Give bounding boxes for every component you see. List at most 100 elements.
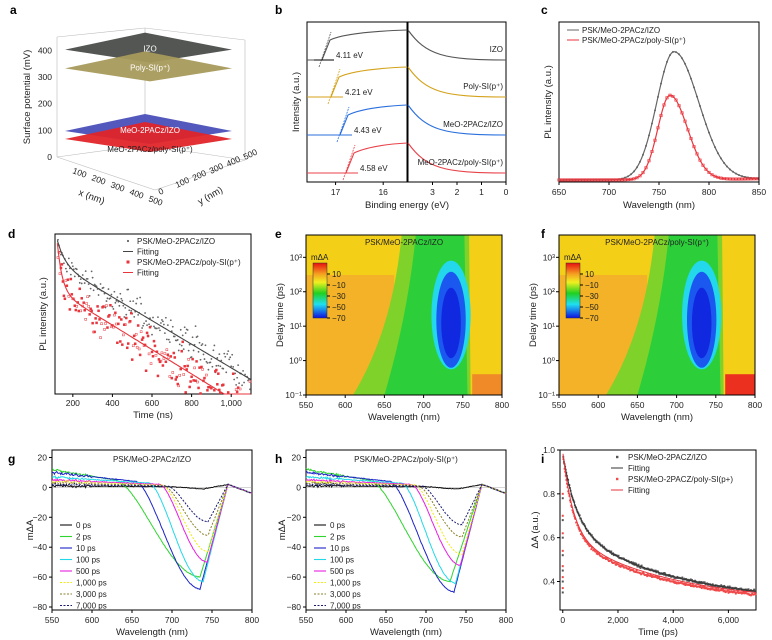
data-point xyxy=(98,318,101,321)
data-point xyxy=(738,174,740,177)
data-point xyxy=(563,178,567,182)
data-point xyxy=(596,178,600,182)
data-point xyxy=(591,546,594,549)
data-point xyxy=(180,344,183,347)
data-point xyxy=(135,302,138,305)
data-point xyxy=(623,178,627,182)
ta-spectrum-line xyxy=(51,482,253,523)
data-point xyxy=(728,587,731,590)
data-point xyxy=(617,178,621,182)
data-point xyxy=(235,390,239,394)
data-point xyxy=(668,93,672,97)
data-point xyxy=(117,322,120,326)
data-point xyxy=(209,361,212,364)
data-point xyxy=(243,381,245,384)
data-point xyxy=(598,552,601,555)
data-point xyxy=(740,177,744,181)
heatmap-title: PSK/MeO-2PACz/IZO xyxy=(365,238,443,247)
data-point xyxy=(614,561,616,564)
data-point xyxy=(722,588,724,591)
x-tick-label: 550 xyxy=(299,615,313,625)
data-point xyxy=(94,317,97,320)
data-point xyxy=(584,540,587,542)
y-axis-label: Delay time (ps) xyxy=(275,283,286,347)
cutoff-energy-label: 4.43 eV xyxy=(354,126,382,135)
colorbar-label: mΔA xyxy=(311,253,329,262)
data-point xyxy=(693,86,695,89)
data-point xyxy=(705,123,707,126)
x-tick-label: 750 xyxy=(652,187,666,197)
data-point xyxy=(69,273,72,276)
data-point xyxy=(657,576,659,578)
data-point xyxy=(702,586,705,589)
y-tick-label: 1.0 xyxy=(543,445,555,455)
data-point xyxy=(673,580,676,583)
y-tick-label: −80 xyxy=(33,602,48,612)
data-point xyxy=(603,545,605,548)
plot-title: PSK/MeO-2PACz/IZO xyxy=(113,455,191,464)
data-point xyxy=(151,355,155,358)
data-point xyxy=(194,379,197,382)
data-point xyxy=(121,299,124,302)
data-point xyxy=(147,352,151,356)
data-point xyxy=(191,357,194,361)
data-point xyxy=(173,335,176,338)
data-point xyxy=(151,333,153,336)
data-point xyxy=(173,356,177,359)
data-point xyxy=(241,384,243,387)
data-point xyxy=(216,357,219,359)
data-point xyxy=(701,163,705,167)
data-point xyxy=(205,360,208,363)
data-point xyxy=(672,50,674,53)
legend-label: Fitting xyxy=(628,486,650,495)
data-point xyxy=(561,591,564,594)
data-point xyxy=(694,579,697,582)
data-point xyxy=(167,356,171,359)
y-tick-label: 10² xyxy=(290,287,302,297)
data-point xyxy=(190,356,193,358)
ups-cutoff-curve xyxy=(307,142,408,174)
data-point xyxy=(78,287,81,291)
data-point xyxy=(128,319,132,323)
data-point xyxy=(134,332,138,336)
data-point xyxy=(115,299,118,302)
data-point xyxy=(663,572,666,574)
data-point xyxy=(716,589,719,591)
data-point xyxy=(164,360,168,364)
data-point xyxy=(610,550,613,553)
data-point xyxy=(629,177,633,181)
heatmap-red-region xyxy=(725,374,755,395)
data-point xyxy=(589,545,592,547)
data-point xyxy=(88,294,91,297)
colorbar-tick-label: −10 xyxy=(585,281,599,290)
data-point xyxy=(152,316,154,319)
data-point xyxy=(572,511,574,513)
data-point xyxy=(107,288,110,290)
data-point xyxy=(692,145,696,149)
data-point xyxy=(570,504,573,507)
x-tick-label: 16 xyxy=(378,187,388,197)
data-point xyxy=(689,582,692,585)
data-point xyxy=(726,589,729,592)
x-tick-label: 0 xyxy=(504,187,509,197)
data-point xyxy=(688,584,691,586)
data-point xyxy=(225,371,228,374)
data-point xyxy=(196,380,199,384)
data-point xyxy=(64,267,67,270)
data-point xyxy=(702,114,704,117)
legend-label: 2 ps xyxy=(76,533,91,542)
data-point xyxy=(120,297,123,300)
x-tick-label: 600 xyxy=(591,400,605,410)
data-point xyxy=(187,349,190,352)
heatmap-title: PSK/MeO-2PACz/poly-SI(p⁺) xyxy=(605,238,709,247)
data-point xyxy=(65,270,68,273)
data-point xyxy=(234,372,237,375)
data-point xyxy=(578,528,581,531)
data-point xyxy=(723,161,725,164)
data-point xyxy=(605,557,608,559)
y-tick-label: 0.4 xyxy=(543,577,555,587)
data-point xyxy=(73,304,77,307)
x-axis-label: Time (ns) xyxy=(133,410,173,421)
z-tick-label: 200 xyxy=(38,99,52,109)
